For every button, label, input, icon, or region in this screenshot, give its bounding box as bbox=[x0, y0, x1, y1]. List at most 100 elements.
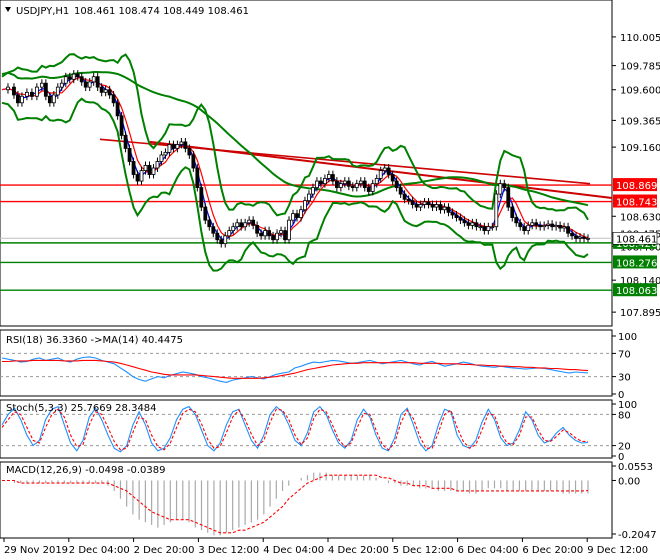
candle-body bbox=[422, 201, 427, 205]
candle-body bbox=[123, 134, 128, 149]
candle-body bbox=[195, 167, 200, 188]
macd-tick-label: 0.00 bbox=[618, 476, 640, 487]
candle-body bbox=[155, 161, 160, 169]
candle-body bbox=[390, 174, 395, 182]
candle-body bbox=[458, 217, 463, 221]
candle-body bbox=[63, 76, 68, 84]
time-tick-label: 2 Dec 20:00 bbox=[134, 545, 195, 556]
candle-body bbox=[554, 224, 559, 228]
price-tick-label: 109.785 bbox=[620, 62, 660, 73]
candle-body bbox=[542, 224, 547, 228]
candle-body bbox=[510, 206, 515, 218]
indicator-series-line bbox=[1, 356, 589, 383]
candle-body bbox=[446, 206, 451, 213]
time-tick-label: 3 Dec 12:00 bbox=[198, 545, 259, 556]
candle-body bbox=[12, 86, 16, 96]
candle-body bbox=[175, 144, 180, 149]
candle-body bbox=[518, 222, 523, 228]
indicator-tick-label: 70 bbox=[618, 349, 631, 360]
candle-body bbox=[502, 183, 507, 188]
candle-body bbox=[354, 183, 359, 188]
price-tick-label: 108.630 bbox=[620, 212, 660, 223]
candle-body bbox=[530, 222, 535, 226]
level-badge-label: 108.276 bbox=[616, 258, 657, 269]
price-tick-label: 107.895 bbox=[620, 308, 660, 319]
indicator-series-line bbox=[1, 408, 588, 451]
main-pane bbox=[0, 0, 613, 327]
candle-body bbox=[20, 95, 24, 104]
candle-body bbox=[191, 154, 196, 169]
candle-body bbox=[251, 219, 256, 226]
candle-body bbox=[315, 180, 319, 188]
candle-body bbox=[410, 200, 415, 205]
candle-body bbox=[87, 81, 92, 88]
candle-body bbox=[522, 226, 527, 232]
price-tick-label: 109.600 bbox=[620, 86, 660, 97]
candle-body bbox=[562, 226, 566, 229]
candle-body bbox=[566, 226, 570, 234]
candle-body bbox=[187, 148, 192, 156]
indicator-tick-label: 0 bbox=[618, 390, 624, 401]
candle-body bbox=[259, 232, 264, 237]
candle-body bbox=[231, 226, 236, 232]
candle-body bbox=[39, 82, 44, 88]
candle-body bbox=[95, 76, 100, 88]
candle-body bbox=[179, 141, 184, 145]
time-tick-label: 4 Dec 20:00 bbox=[328, 545, 389, 556]
candle-body bbox=[167, 144, 172, 153]
candle-body bbox=[267, 230, 271, 237]
candle-body bbox=[362, 180, 367, 188]
candle-body bbox=[582, 236, 586, 239]
level-badge bbox=[613, 283, 657, 297]
candle-body bbox=[486, 226, 491, 232]
candle-body bbox=[330, 174, 335, 182]
candle-body bbox=[534, 222, 539, 226]
current-price-badge bbox=[612, 232, 658, 245]
candle-body bbox=[546, 223, 551, 226]
candle-body bbox=[374, 178, 379, 185]
price-tick-label: 110.005 bbox=[620, 33, 660, 44]
candle-body bbox=[131, 161, 136, 175]
ohlc-readout: 108.461 108.474 108.449 108.461 bbox=[74, 6, 249, 17]
rsi-title: RSI(18) 36.3360 ->MA(14) 40.4475 bbox=[6, 335, 183, 346]
candle-body bbox=[350, 185, 355, 188]
candle-body bbox=[299, 209, 303, 218]
candle-body bbox=[366, 187, 371, 192]
candle-body bbox=[16, 94, 20, 104]
candle-body bbox=[323, 178, 327, 185]
candle-body bbox=[6, 86, 10, 91]
candle-body bbox=[255, 224, 260, 234]
indicator-tick-label: 80 bbox=[618, 410, 631, 421]
indicator-tick-label: 30 bbox=[618, 373, 631, 384]
candle-body bbox=[478, 226, 483, 229]
candle-body bbox=[482, 226, 487, 232]
candle-body bbox=[43, 82, 48, 97]
candle-body bbox=[103, 89, 108, 93]
bollinger-bands bbox=[1, 53, 589, 272]
candle-body bbox=[67, 76, 72, 80]
candle-body bbox=[75, 73, 80, 78]
level-badge-label: 108.869 bbox=[616, 181, 657, 192]
candle-body bbox=[311, 187, 315, 195]
candle-body bbox=[450, 211, 455, 216]
candle-body bbox=[398, 187, 403, 195]
triangle-down-icon[interactable] bbox=[5, 7, 11, 12]
current-price-label: 108.461 bbox=[616, 234, 657, 245]
candle-body bbox=[271, 235, 275, 241]
stoch-pane bbox=[0, 399, 613, 459]
candle-body bbox=[346, 180, 351, 187]
rsi-plot: 100 70 30 0 bbox=[0, 332, 637, 401]
candle-body bbox=[207, 219, 212, 228]
candle-body bbox=[199, 187, 204, 208]
candle-body bbox=[414, 204, 419, 208]
macd-pane bbox=[0, 461, 613, 539]
bollinger-lower bbox=[1, 97, 589, 272]
indicator-tick-label: 0 bbox=[618, 452, 624, 463]
candle-body bbox=[279, 230, 283, 234]
candle-body bbox=[59, 82, 64, 88]
candle-body bbox=[219, 239, 224, 245]
candle-body bbox=[243, 222, 248, 228]
candle-body bbox=[51, 94, 56, 104]
candle-body bbox=[418, 204, 423, 208]
candle-body bbox=[211, 226, 216, 234]
